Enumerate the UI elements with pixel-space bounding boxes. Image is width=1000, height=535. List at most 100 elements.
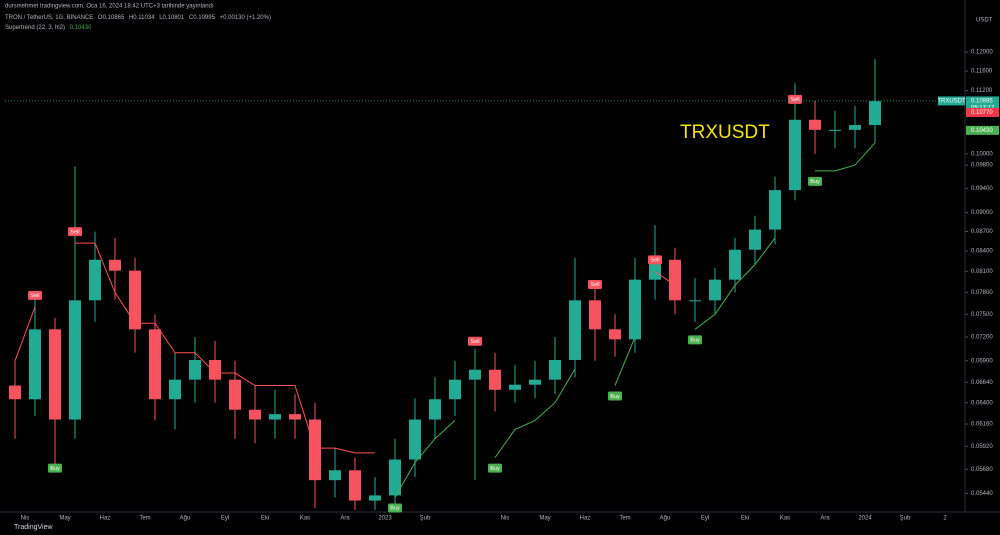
symbol-tag-label: TRXUSDT	[937, 99, 966, 105]
signal-badge	[688, 335, 702, 345]
signal-badge	[488, 463, 502, 473]
signal-label: Buy	[690, 338, 700, 344]
y-tick-label: 0.11600	[971, 69, 993, 75]
y-tick-label: 0.11200	[971, 88, 993, 94]
signal-label: Sell	[650, 258, 659, 264]
symbol-tag	[938, 96, 965, 106]
candle-body	[669, 259, 681, 301]
candle-body	[629, 279, 641, 340]
change: +0.00130 (+1.20%)	[220, 15, 271, 21]
indicator: Supertrend (22, 3, hl2)	[5, 25, 65, 31]
candle-body	[229, 379, 241, 410]
price-tag-label: 0.10995	[971, 99, 993, 105]
x-tick-label: Tem	[619, 516, 630, 522]
indicator-legend: Supertrend (22, 3, hl2) 0.10430	[5, 25, 92, 31]
ohlc-open: O0.10865	[98, 15, 125, 21]
y-tick-label: 0.06640	[971, 380, 993, 386]
x-tick-label: 2024	[858, 516, 872, 522]
price-tag-label: 0.10430	[971, 128, 993, 134]
signal-badge	[648, 255, 662, 265]
y-tick-label: 0.08100	[971, 269, 993, 275]
candle-body	[829, 129, 841, 131]
logo: TradingView	[14, 524, 53, 531]
signal-badge	[808, 176, 822, 186]
indicator-value: 0.10430	[70, 25, 92, 31]
symbol: TRON / TetherUS, 1G, BINANCE	[5, 15, 93, 21]
y-tick-label: 0.07800	[971, 290, 993, 296]
candle-body	[789, 119, 801, 191]
x-tick-label: May	[59, 516, 70, 522]
y-tick-label: 0.06900	[971, 358, 993, 364]
candle-body	[129, 270, 141, 330]
candle-body	[169, 379, 181, 400]
candle-body	[109, 259, 121, 271]
x-tick-label: Eyl	[221, 516, 229, 522]
candle-body	[209, 359, 221, 380]
y-tick-label: 0.09400	[971, 186, 993, 192]
candle-body	[409, 419, 421, 460]
candle-body	[329, 470, 341, 481]
x-tick-label: Eki	[261, 516, 269, 522]
signal-label: Buy	[50, 466, 60, 472]
signal-badge	[48, 463, 62, 473]
supertrend-line	[394, 142, 876, 498]
x-tick-label: Nis	[21, 516, 30, 522]
candle-body	[689, 300, 701, 302]
x-tick-label: Ara	[340, 516, 350, 522]
x-tick-label: 2	[943, 516, 947, 522]
signal-badge	[468, 336, 482, 346]
signal-label: Buy	[390, 506, 400, 512]
x-tick-label: Eyl	[701, 516, 709, 522]
signal-badge	[388, 503, 402, 513]
y-tick-label: 0.08400	[971, 249, 993, 255]
candle-body	[529, 379, 541, 385]
candle-body	[269, 414, 281, 420]
signal-label: Sell	[30, 293, 39, 299]
signal-label: Buy	[810, 179, 820, 185]
y-tick-label: 0.08700	[971, 229, 993, 235]
candle-body	[309, 419, 321, 481]
candle-body	[349, 470, 361, 501]
y-tick-label: 0.06400	[971, 400, 993, 406]
candle-body	[509, 384, 521, 390]
x-tick-label: Şub	[420, 516, 431, 522]
signal-label: Buy	[610, 394, 620, 400]
candle-body	[89, 259, 101, 301]
x-tick-label: Ağu	[660, 516, 671, 522]
y-tick-label: 0.09000	[971, 210, 993, 216]
signal-label: Sell	[70, 229, 79, 235]
publisher: dursmehmet tradingview.com, Oca 16, 2024…	[5, 4, 214, 10]
candle-body	[429, 399, 441, 420]
ohlc-low: L0.10801	[159, 15, 185, 21]
x-tick-label: Tem	[139, 516, 150, 522]
signal-label: Sell	[590, 282, 599, 288]
y-tick-label: 0.12000	[971, 50, 993, 56]
candle-body	[869, 101, 881, 126]
candle-body	[249, 409, 261, 420]
y-tick-label: 0.06160	[971, 422, 993, 428]
y-tick-label: 0.07200	[971, 335, 993, 341]
y-tick-label: 0.05440	[971, 491, 993, 497]
symbol-legend: TRON / TetherUS, 1G, BINANCE O0.10865 H0…	[5, 15, 271, 21]
candle-body	[769, 190, 781, 230]
price-tag	[966, 107, 999, 117]
signal-badge	[788, 94, 802, 104]
candle-body	[369, 495, 381, 501]
y-tick-label: 0.10000	[971, 151, 993, 157]
candle-body	[709, 279, 721, 301]
ohlc-high: H0.11034	[129, 15, 155, 21]
x-tick-label: Ara	[820, 516, 830, 522]
price-tag-label: 0.10770	[971, 110, 993, 116]
candle-body	[589, 300, 601, 330]
candle-body	[389, 459, 401, 496]
x-tick-label: May	[539, 516, 550, 522]
candle-body	[289, 414, 301, 420]
x-tick-label: Şub	[900, 516, 911, 522]
candle-body	[449, 379, 461, 400]
signal-badge	[608, 391, 622, 401]
currency: USDT	[976, 18, 993, 24]
y-tick-label: 0.07500	[971, 312, 993, 318]
candle-body	[29, 329, 41, 400]
